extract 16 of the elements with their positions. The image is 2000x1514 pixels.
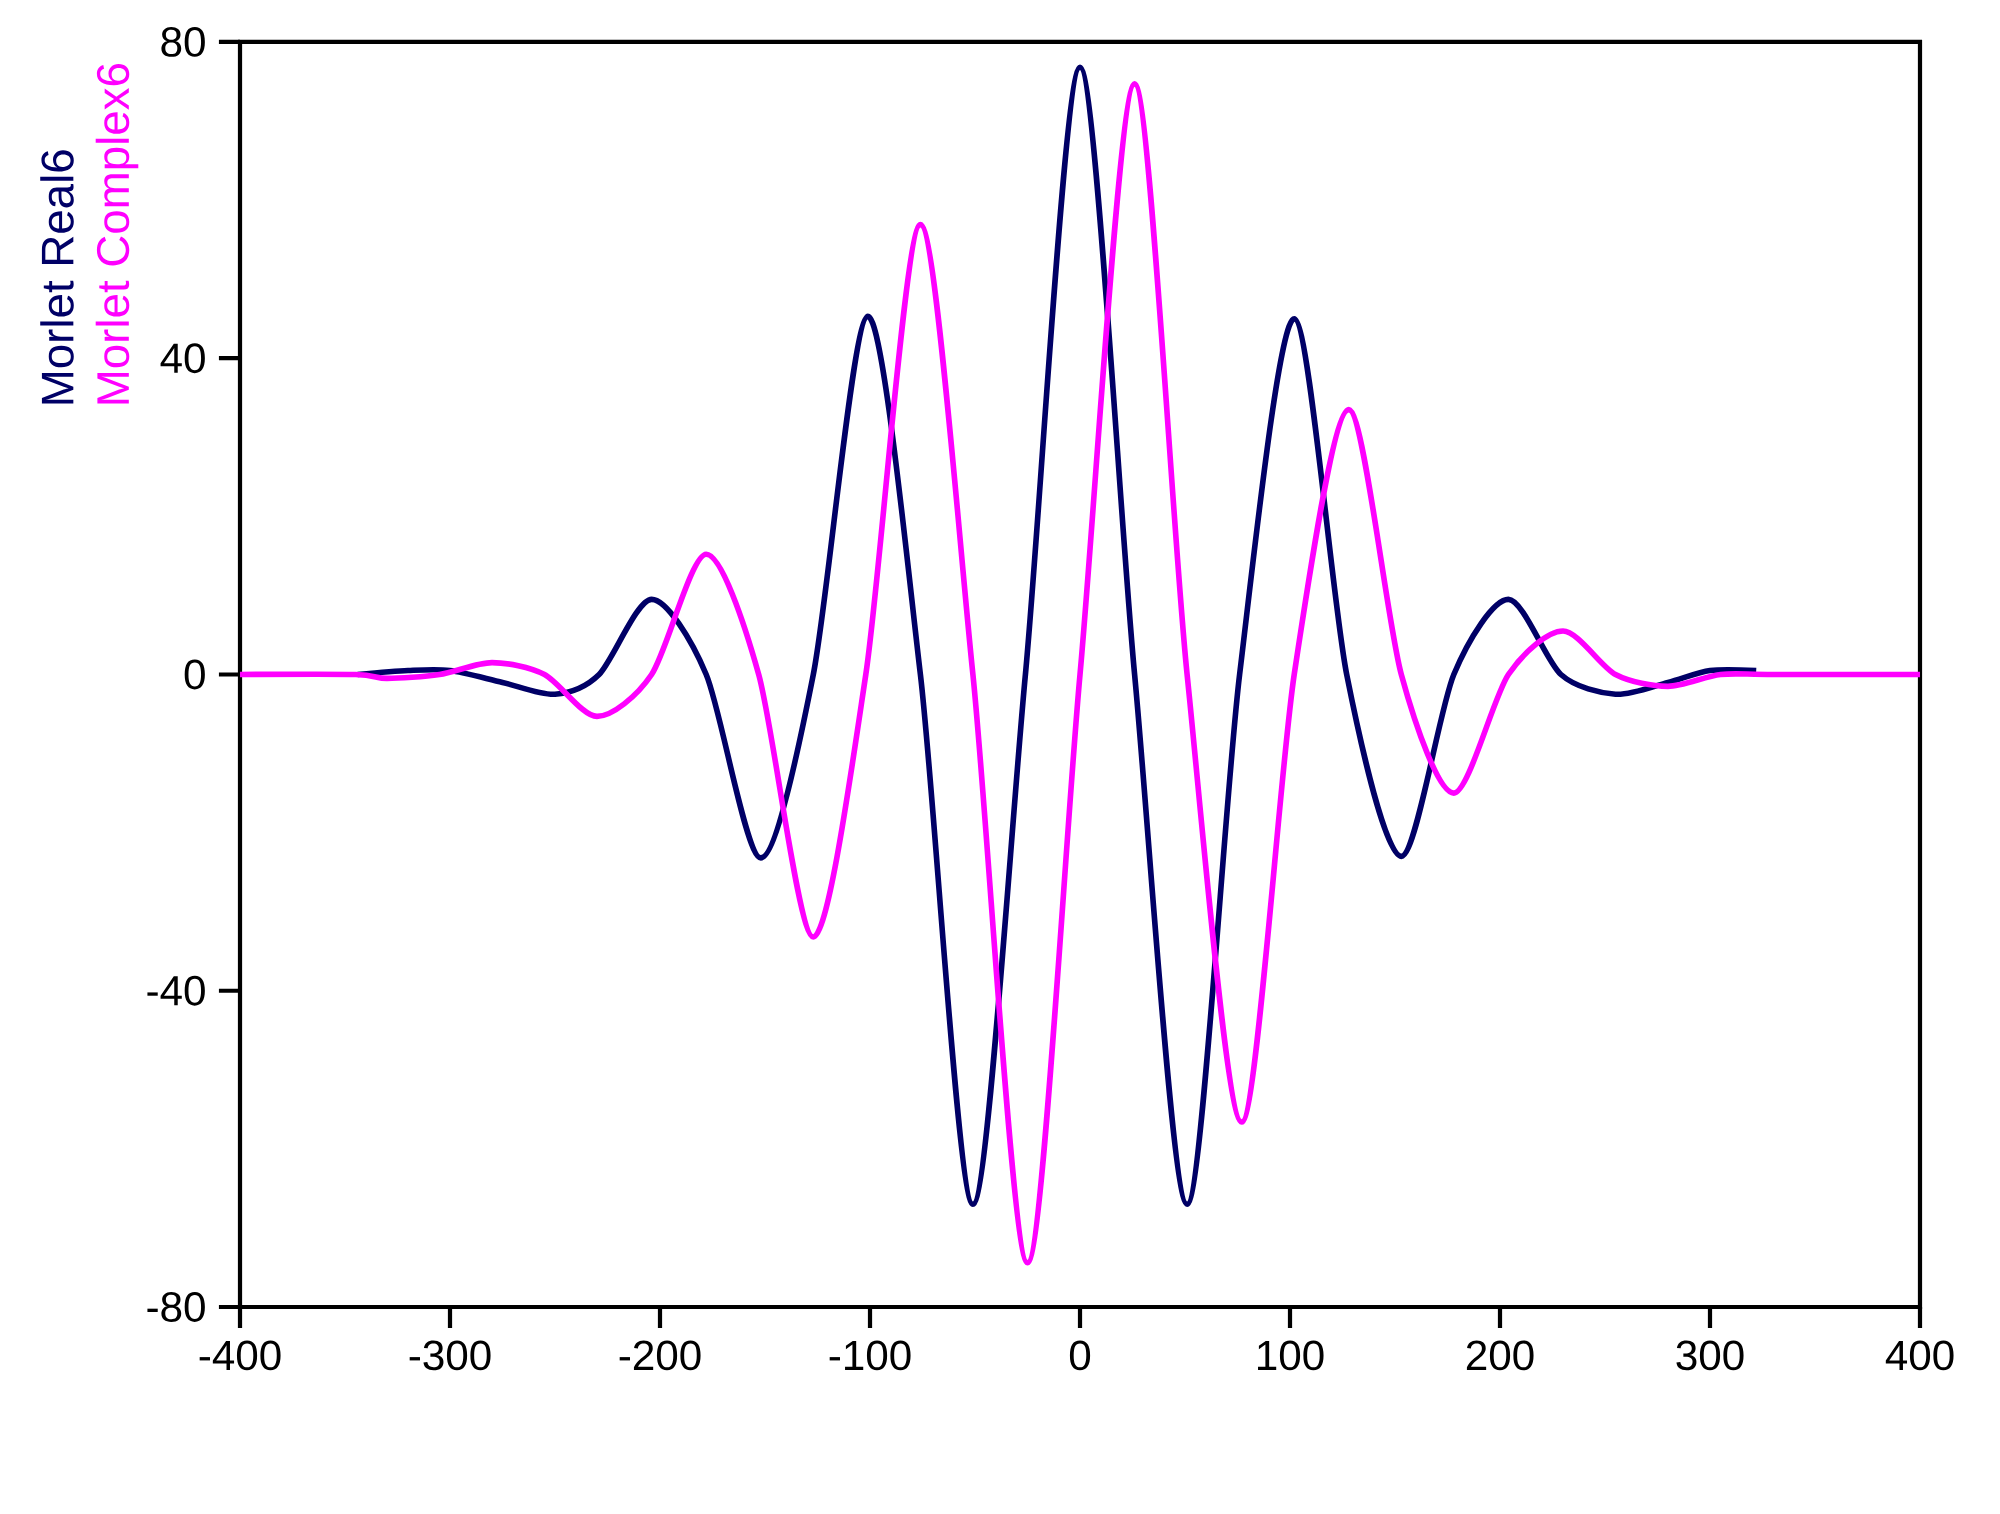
x-tick-label: 300: [1676, 1340, 1744, 1371]
y-tick-label: 40: [160, 343, 205, 374]
x-tick-label: -300: [409, 1340, 491, 1371]
x-tick-label: -100: [829, 1340, 911, 1371]
y-tick-label: -40: [147, 975, 205, 1006]
text: Morlet Real6: [40, 150, 74, 404]
x-tick-label: -200: [619, 1340, 701, 1371]
text: Morlet Complex6: [95, 64, 139, 404]
x-tick-label: -400: [199, 1340, 281, 1371]
y-tick-label: 0: [184, 659, 205, 690]
x-tick-label: 400: [1885, 1340, 1954, 1371]
x-tick-label: 200: [1466, 1340, 1534, 1371]
x-tick-label: 0: [1069, 1340, 1091, 1371]
x-tick-label: 100: [1258, 1340, 1324, 1371]
y-tick-label: -80: [147, 1292, 205, 1322]
y-tick-label: 80: [161, 27, 205, 57]
